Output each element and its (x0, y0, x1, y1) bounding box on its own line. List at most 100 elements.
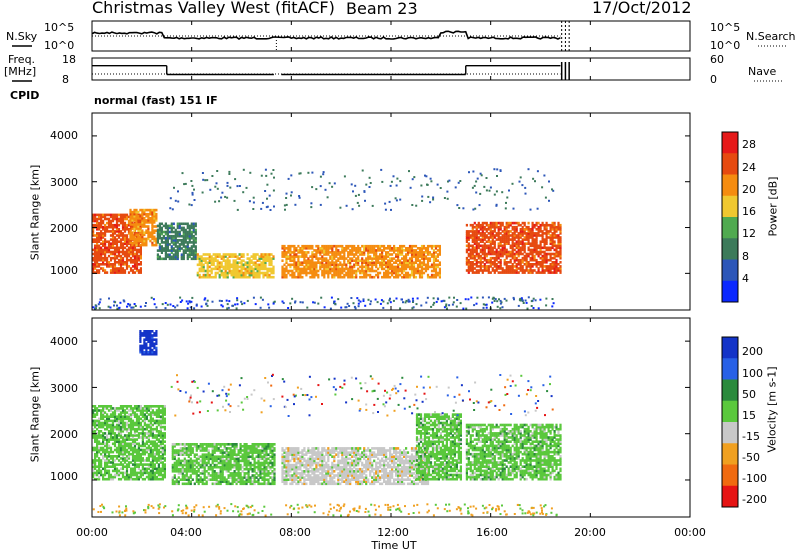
power-ground-speck-112 (455, 305, 458, 308)
power-far-echo-164 (177, 200, 180, 203)
power-far-echo-148 (411, 204, 414, 206)
power-cell-4 (424, 267, 428, 271)
velocity-cell-0 (147, 440, 150, 443)
power-cell-5 (473, 250, 476, 254)
power-cell-4 (333, 257, 336, 260)
power-cell-4 (403, 265, 406, 269)
power-cell-5 (519, 228, 522, 231)
power-cell-4 (291, 273, 294, 277)
power-cell-1 (135, 214, 138, 218)
velocity-cell-0 (129, 419, 133, 423)
power-cell-3 (256, 271, 259, 275)
velocity-cell-0 (121, 440, 125, 443)
power-cell-5 (469, 230, 472, 233)
power-cell-5 (517, 240, 520, 243)
power-cell-5 (557, 252, 560, 256)
power-cell-4 (381, 244, 384, 248)
velocity-cell-0 (163, 471, 166, 475)
velocity-cell-0 (113, 425, 117, 429)
velocity-cell-0 (143, 448, 146, 452)
power-cell-0 (94, 258, 97, 262)
power-cell-4 (412, 253, 416, 256)
power-cell-3 (226, 253, 229, 256)
power-cell-5 (497, 244, 500, 248)
velocity-cell-0 (139, 407, 142, 410)
velocity-cell-0 (125, 455, 129, 458)
velocity-cell-0 (106, 440, 109, 443)
velocity-ground-speck-106 (530, 507, 533, 510)
velocity-ground-speck-41 (193, 506, 196, 509)
velocity-cell-0 (147, 477, 150, 481)
power-cell-4 (355, 257, 358, 260)
power-cell-4 (418, 275, 422, 279)
power-cell-3 (224, 263, 227, 267)
power-cell-5 (527, 248, 530, 252)
power-cell-4 (329, 271, 332, 275)
power-cell-0 (92, 234, 95, 237)
power-cell-0 (139, 252, 142, 256)
velocity-cell-0 (104, 473, 107, 477)
power-cell-3 (244, 273, 247, 277)
power-cell-4 (436, 263, 439, 267)
velocity-ground-speck-238 (352, 508, 355, 511)
velocity-cell-0 (151, 432, 154, 435)
power-cell-2 (176, 239, 179, 242)
velocity-cell-0 (147, 467, 150, 471)
power-cell-4 (418, 263, 422, 267)
power-cell-5 (549, 256, 552, 260)
power-cell-5 (509, 250, 512, 254)
power-cell-5 (517, 242, 520, 245)
power-cell-5 (479, 244, 482, 248)
power-colorbar-frame (721, 131, 739, 303)
power-cell-3 (226, 259, 229, 262)
power-cell-5 (505, 221, 508, 225)
power-cell-4 (295, 247, 298, 250)
power-ground-speck-53 (221, 305, 224, 308)
power-cell-2 (164, 226, 167, 230)
power-far-echo-199 (527, 168, 530, 171)
velocity-cell-0 (161, 475, 164, 479)
power-cell-1 (137, 223, 140, 226)
velocity-cell-0 (157, 440, 160, 443)
velocity-cb-tick-neg50: -50 (742, 451, 760, 464)
power-cell-4 (401, 251, 404, 254)
power-cell-4 (281, 244, 284, 248)
power-ground-speck-142 (462, 307, 465, 310)
power-cell-5 (519, 234, 522, 237)
power-cell-5 (515, 265, 518, 268)
velocity-ground-speck-252 (158, 512, 161, 515)
power-cell-4 (391, 273, 394, 277)
velocity-cell-0 (157, 450, 160, 454)
power-cell-5 (523, 228, 526, 231)
power-cell-0 (92, 248, 95, 252)
power-cell-5 (511, 228, 514, 231)
velocity-cell-0 (159, 415, 162, 418)
power-cell-4 (414, 249, 418, 252)
power-cell-4 (283, 253, 286, 256)
velocity-cell-0 (109, 425, 113, 429)
power-cell-1 (151, 217, 154, 220)
power-cell-1 (133, 225, 136, 228)
power-cell-5 (535, 244, 538, 248)
velocity-cell-0 (133, 405, 137, 408)
power-cell-0 (100, 213, 103, 217)
power-cell-0 (102, 234, 105, 237)
power-ground-speck-171 (530, 305, 533, 307)
power-cell-3 (262, 253, 265, 256)
power-cell-3 (266, 269, 269, 273)
power-cell-0 (123, 238, 127, 241)
power-cell-0 (121, 236, 125, 239)
power-cell-5 (513, 236, 516, 239)
power-cell-5 (531, 223, 534, 227)
power-cell-5 (537, 228, 540, 231)
power-cell-1 (145, 229, 148, 232)
velocity-cell-0 (133, 411, 137, 414)
velocity-cell-0 (104, 459, 107, 462)
power-cell-0 (109, 230, 113, 233)
power-cell-0 (133, 246, 137, 250)
power-cell-0 (139, 219, 142, 223)
power-cell-5 (543, 252, 546, 256)
power-cell-4 (361, 261, 364, 264)
power-cell-0 (96, 258, 99, 262)
power-cell-0 (111, 230, 115, 233)
